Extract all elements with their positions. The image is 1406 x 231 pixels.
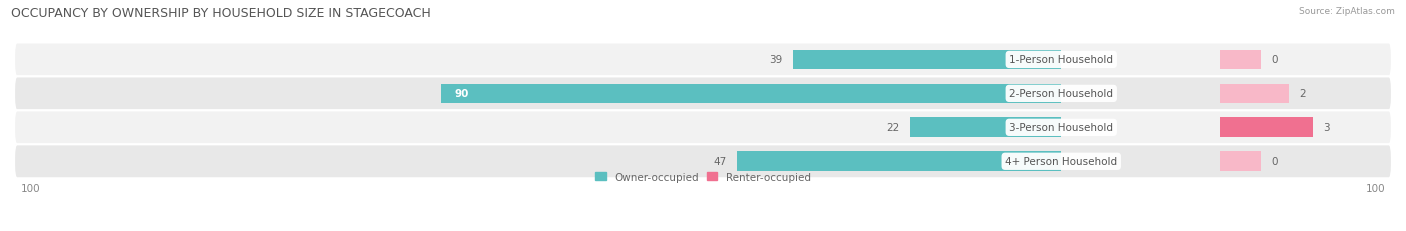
- Text: 1-Person Household: 1-Person Household: [1010, 55, 1114, 65]
- Bar: [1219, 84, 1288, 104]
- Text: 22: 22: [886, 123, 900, 133]
- Text: 3: 3: [1323, 123, 1330, 133]
- Text: 100: 100: [1365, 183, 1385, 193]
- Legend: Owner-occupied, Renter-occupied: Owner-occupied, Renter-occupied: [595, 172, 811, 182]
- FancyBboxPatch shape: [14, 77, 1392, 111]
- Text: 0: 0: [1271, 157, 1278, 167]
- FancyBboxPatch shape: [14, 111, 1392, 145]
- Bar: [738, 152, 1062, 171]
- Bar: [1219, 152, 1261, 171]
- Bar: [793, 50, 1062, 70]
- Bar: [441, 84, 1062, 104]
- Text: 47: 47: [714, 157, 727, 167]
- Text: 2: 2: [1299, 89, 1306, 99]
- FancyBboxPatch shape: [14, 43, 1392, 77]
- Text: 0: 0: [1271, 55, 1278, 65]
- Text: OCCUPANCY BY OWNERSHIP BY HOUSEHOLD SIZE IN STAGECOACH: OCCUPANCY BY OWNERSHIP BY HOUSEHOLD SIZE…: [11, 7, 432, 20]
- Text: 2-Person Household: 2-Person Household: [1010, 89, 1114, 99]
- Text: 3-Person Household: 3-Person Household: [1010, 123, 1114, 133]
- Text: 39: 39: [769, 55, 782, 65]
- Text: 4+ Person Household: 4+ Person Household: [1005, 157, 1118, 167]
- Text: 100: 100: [21, 183, 41, 193]
- Bar: [910, 118, 1062, 138]
- Bar: [1219, 118, 1313, 138]
- Bar: [1219, 50, 1261, 70]
- FancyBboxPatch shape: [14, 145, 1392, 179]
- Text: 90: 90: [456, 89, 470, 99]
- Text: Source: ZipAtlas.com: Source: ZipAtlas.com: [1299, 7, 1395, 16]
